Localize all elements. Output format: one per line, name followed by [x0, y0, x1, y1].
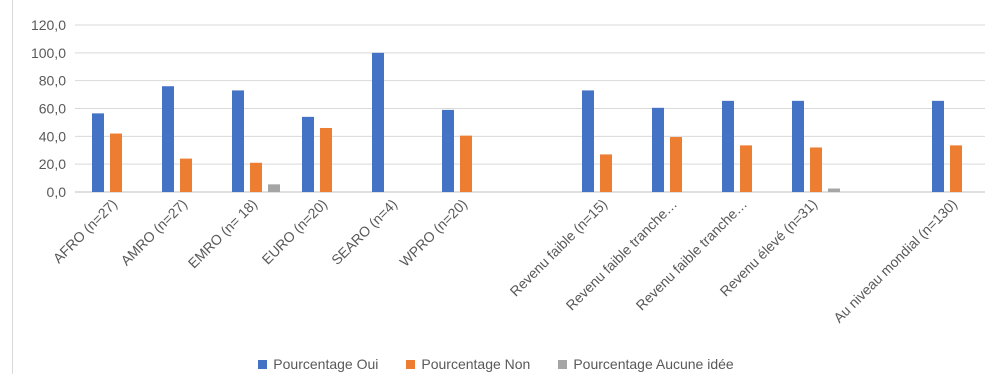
- x-tick-label: EMRO (n= 18): [185, 196, 260, 271]
- bar-pourcentage-non: [600, 154, 612, 192]
- bar-pourcentage-non: [810, 147, 822, 192]
- bar-pourcentage-non: [460, 135, 472, 192]
- legend-label: Pourcentage Aucune idée: [573, 356, 734, 372]
- bar-pourcentage-oui: [792, 100, 804, 192]
- legend-swatch: [406, 359, 416, 369]
- bar-pourcentage-oui: [652, 107, 664, 192]
- bar-pourcentage-oui: [442, 109, 454, 192]
- legend-swatch: [258, 359, 268, 369]
- y-tick-label: 0,0: [47, 184, 67, 200]
- bar-pourcentage-non: [740, 145, 752, 192]
- y-tick-label: 40,0: [39, 128, 66, 144]
- bar-pourcentage-oui: [372, 52, 384, 193]
- bar-pourcentage-non: [250, 162, 262, 192]
- bar-pourcentage-oui: [302, 116, 314, 192]
- bar-pourcentage-non: [110, 133, 122, 192]
- legend-swatch: [558, 359, 568, 369]
- chart-frame-left-edge: [12, 0, 13, 374]
- bar-pourcentage-oui: [162, 86, 174, 192]
- y-tick-label: 20,0: [39, 156, 66, 172]
- bar-pourcentage-oui: [932, 100, 944, 192]
- bar-pourcentage-oui: [722, 100, 734, 192]
- chart-legend: Pourcentage Oui Pourcentage Non Pourcentag…: [0, 356, 992, 372]
- legend-label: Pourcentage Oui: [273, 356, 379, 372]
- y-tick-label: 120,0: [31, 17, 66, 33]
- y-tick-label: 60,0: [39, 101, 66, 117]
- legend-item: Pourcentage Oui: [258, 356, 378, 372]
- legend-item: Pourcentage Non: [406, 356, 530, 372]
- bar-pourcentage-aucune-idée: [268, 184, 280, 192]
- x-tick-label: AMRO (n=27): [117, 196, 190, 269]
- bar-pourcentage-non: [320, 127, 332, 192]
- bar-pourcentage-non: [950, 145, 962, 192]
- bar-pourcentage-oui: [232, 90, 244, 192]
- bar-pourcentage-oui: [92, 113, 104, 192]
- bar-pourcentage-oui: [582, 90, 594, 192]
- x-tick-label: AFRO (n=27): [50, 196, 120, 266]
- x-tick-label: SEARO (n=4): [328, 196, 400, 268]
- legend-item: Pourcentage Aucune idée: [558, 356, 734, 372]
- y-tick-label: 80,0: [39, 73, 66, 89]
- bar-pourcentage-non: [670, 137, 682, 192]
- legend-label: Pourcentage Non: [421, 356, 531, 372]
- x-tick-label: EURO (n=20): [259, 196, 331, 268]
- bar-pourcentage-non: [180, 158, 192, 192]
- y-tick-label: 100,0: [31, 45, 66, 61]
- x-tick-label: Au niveau mondial (n=130): [830, 196, 960, 326]
- bar-pourcentage-aucune-idée: [828, 188, 840, 192]
- x-tick-label: WPRO (n=20): [396, 196, 470, 270]
